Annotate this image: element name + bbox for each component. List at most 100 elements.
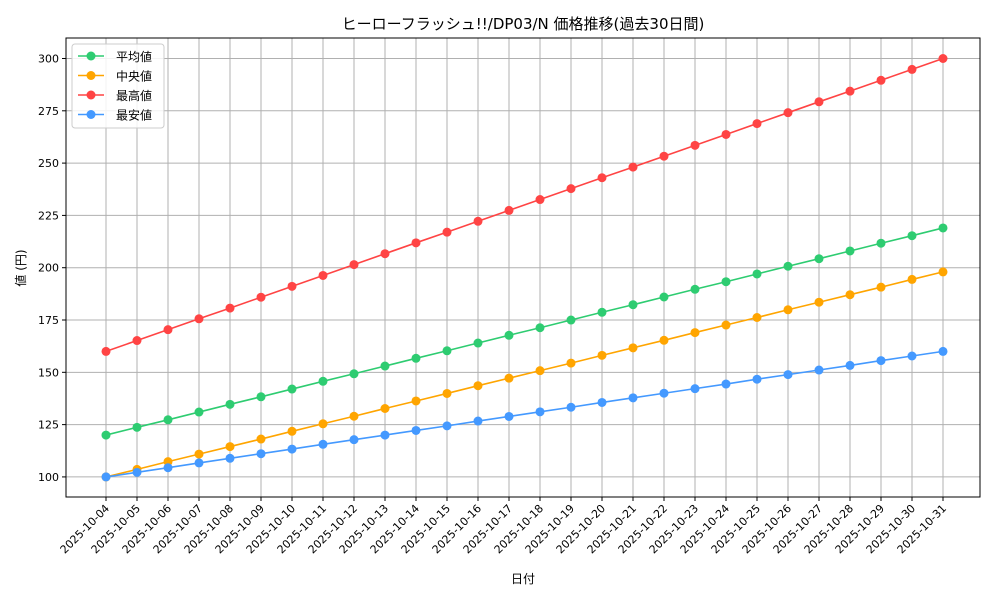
y-tick-label: 300 [38, 53, 59, 66]
data-point [690, 140, 700, 150]
series-group [101, 54, 948, 482]
data-point [597, 307, 607, 317]
data-point [101, 472, 111, 482]
data-point [721, 277, 731, 287]
series-line [105, 57, 944, 353]
y-tick-label: 200 [38, 262, 59, 275]
x-axis-label: 日付 [511, 572, 535, 586]
data-point [659, 151, 669, 161]
data-point [349, 369, 359, 379]
legend-box [71, 43, 165, 129]
data-point [721, 320, 731, 330]
data-point [225, 453, 235, 463]
data-point [132, 422, 142, 432]
data-point [535, 323, 545, 333]
data-point [504, 373, 514, 383]
data-point [194, 407, 204, 417]
data-point [380, 249, 390, 259]
data-point [907, 64, 917, 74]
legend-marker [86, 90, 96, 100]
data-point [938, 54, 948, 64]
data-point [814, 254, 824, 264]
chart-title: ヒーローフラッシュ!!/DP03/N 価格推移(過去30日間) [342, 15, 705, 33]
data-point [938, 267, 948, 277]
data-point [225, 399, 235, 409]
series-line [105, 271, 944, 478]
data-point [690, 328, 700, 338]
data-point [473, 416, 483, 426]
data-point [194, 458, 204, 468]
legend-label: 最安値 [116, 108, 152, 123]
data-point [380, 404, 390, 414]
data-point [845, 360, 855, 370]
data-point [318, 270, 328, 280]
data-point [783, 305, 793, 315]
y-tick-label: 100 [38, 471, 59, 484]
data-point [876, 282, 886, 292]
legend-marker [86, 110, 96, 119]
data-point [535, 407, 545, 417]
data-point [442, 388, 452, 398]
data-point [535, 366, 545, 376]
data-point [845, 290, 855, 300]
data-point [194, 449, 204, 459]
data-point [628, 343, 638, 353]
data-point [752, 374, 762, 384]
data-point [163, 415, 173, 425]
data-point [907, 231, 917, 241]
data-point [442, 421, 452, 431]
data-point [287, 444, 297, 454]
data-point [845, 86, 855, 96]
data-point [473, 216, 483, 226]
legend-label: 中央値 [116, 69, 152, 84]
data-point [690, 284, 700, 294]
data-point [504, 411, 514, 421]
series-3 [101, 346, 948, 482]
data-point [318, 376, 328, 386]
series-0 [101, 223, 948, 440]
data-point [783, 108, 793, 118]
y-tick-label: 125 [38, 419, 59, 432]
data-point [380, 430, 390, 440]
y-tick-label: 275 [38, 105, 59, 118]
y-axis: 100 125 150 175 200 225 250 275 300 [38, 53, 66, 484]
data-point [876, 238, 886, 248]
data-point [814, 97, 824, 107]
data-point [721, 379, 731, 389]
data-point [442, 346, 452, 356]
data-point [659, 388, 669, 398]
data-point [907, 274, 917, 284]
data-point [566, 184, 576, 194]
legend-label: 平均値 [116, 49, 152, 64]
data-point [504, 205, 514, 215]
grid [66, 38, 980, 497]
legend-marker [86, 71, 96, 80]
series-2 [101, 54, 948, 356]
data-point [566, 402, 576, 412]
data-point [163, 463, 173, 473]
y-tick-label: 250 [38, 157, 59, 170]
data-point [814, 365, 824, 375]
series-1 [101, 267, 948, 482]
data-point [876, 356, 886, 366]
y-tick-label: 225 [38, 209, 59, 222]
data-point [783, 370, 793, 380]
data-point [752, 119, 762, 129]
data-point [597, 350, 607, 360]
data-point [566, 315, 576, 325]
data-point [938, 346, 948, 356]
data-point [225, 442, 235, 452]
data-point [659, 335, 669, 345]
data-point [628, 300, 638, 310]
data-point [194, 314, 204, 324]
data-point [721, 129, 731, 139]
data-point [411, 396, 421, 406]
data-point [690, 384, 700, 394]
data-point [256, 392, 266, 402]
y-axis-label: 値 (円) [13, 249, 28, 286]
data-point [535, 195, 545, 205]
data-point [256, 449, 266, 459]
legend-marker [86, 51, 96, 61]
